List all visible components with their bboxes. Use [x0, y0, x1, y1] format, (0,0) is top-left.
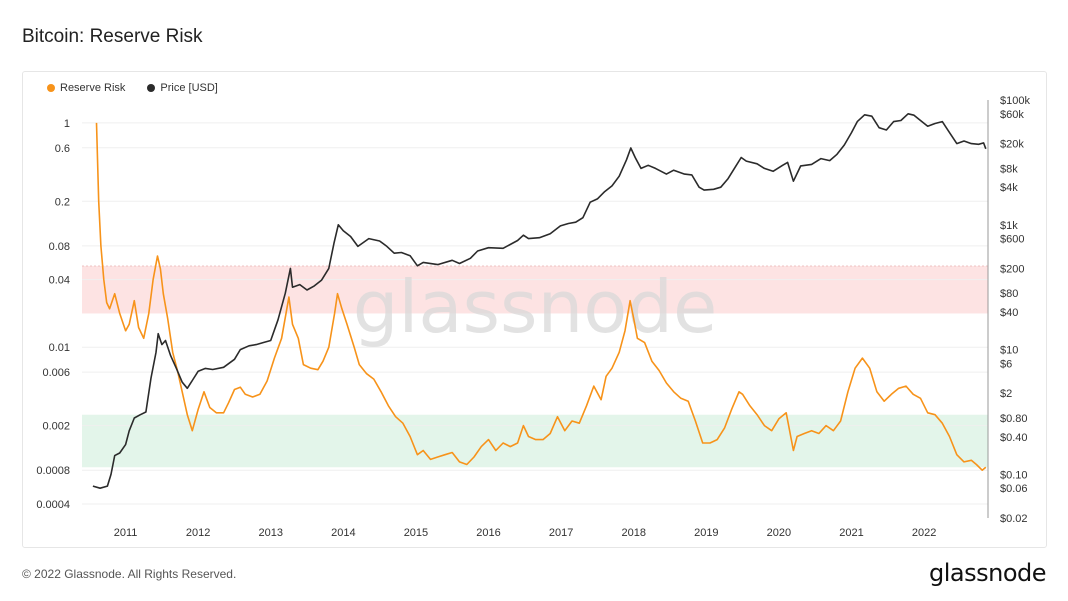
- legend-dot-price: [147, 84, 156, 92]
- page-title: Bitcoin: Reserve Risk: [22, 26, 203, 47]
- right-tick-label: $40: [1000, 307, 1018, 319]
- x-tick-label: 2018: [621, 527, 645, 539]
- right-tick-label: $10: [1000, 345, 1018, 357]
- watermark-text: glassnode: [353, 265, 718, 349]
- right-tick-label: $60k: [1000, 109, 1024, 121]
- series-line-reserve-risk: [95, 122, 987, 471]
- legend-label-price: Price [USD]: [160, 82, 218, 94]
- legend-item-reserve-risk[interactable]: Reserve Risk: [47, 82, 125, 94]
- x-tick-label: 2015: [404, 527, 428, 539]
- x-tick-label: 2021: [839, 527, 863, 539]
- legend-label-reserve-risk: Reserve Risk: [60, 82, 126, 94]
- series-line-price: [92, 113, 987, 489]
- legend-dot-reserve-risk: [47, 84, 55, 92]
- right-tick-label: $2: [1000, 388, 1012, 400]
- glassnode-logo[interactable]: glassnode: [928, 559, 1047, 587]
- x-tick-label: 2014: [331, 527, 355, 539]
- low-risk-band: [82, 414, 988, 468]
- left-tick-label: 0.01: [49, 342, 70, 354]
- left-tick-label: 0.04: [49, 275, 70, 287]
- right-tick-label: $0.02: [1000, 513, 1028, 525]
- left-tick-label: 0.002: [42, 421, 70, 433]
- x-tick-label: 2013: [259, 527, 283, 539]
- copyright-text: © 2022 Glassnode. All Rights Reserved.: [22, 567, 237, 581]
- right-tick-label: $4k: [1000, 182, 1018, 194]
- left-tick-label: 1: [64, 118, 70, 130]
- right-tick-label: $80: [1000, 288, 1018, 300]
- right-tick-label: $0.06: [1000, 483, 1028, 495]
- x-tick-label: 2012: [186, 527, 210, 539]
- x-tick-label: 2016: [476, 527, 500, 539]
- right-tick-label: $200: [1000, 263, 1024, 275]
- right-tick-label: $0.10: [1000, 469, 1028, 481]
- legend-item-price[interactable]: Price [USD]: [147, 82, 218, 94]
- right-tick-label: $8k: [1000, 163, 1018, 175]
- right-tick-label: $6: [1000, 358, 1012, 370]
- x-tick-label: 2020: [767, 527, 791, 539]
- left-tick-label: 0.08: [49, 241, 70, 253]
- chart-legend: Reserve Risk Price [USD]: [47, 82, 218, 94]
- left-tick-label: 0.0004: [36, 499, 70, 511]
- right-tick-label: $0.80: [1000, 413, 1028, 425]
- x-tick-label: 2019: [694, 527, 718, 539]
- left-tick-label: 0.2: [55, 196, 70, 208]
- left-tick-label: 0.6: [55, 143, 70, 155]
- right-tick-label: $0.40: [1000, 432, 1028, 444]
- right-tick-label: $100k: [1000, 95, 1030, 107]
- right-tick-label: $600: [1000, 234, 1024, 246]
- x-tick-label: 2017: [549, 527, 573, 539]
- left-tick-label: 0.0008: [36, 465, 70, 477]
- x-tick-label: 2011: [114, 527, 138, 539]
- high-risk-band: [82, 265, 988, 314]
- right-tick-label: $1k: [1000, 220, 1018, 232]
- right-tick-label: $20k: [1000, 139, 1024, 151]
- x-tick-label: 2022: [912, 527, 936, 539]
- left-tick-label: 0.006: [42, 367, 70, 379]
